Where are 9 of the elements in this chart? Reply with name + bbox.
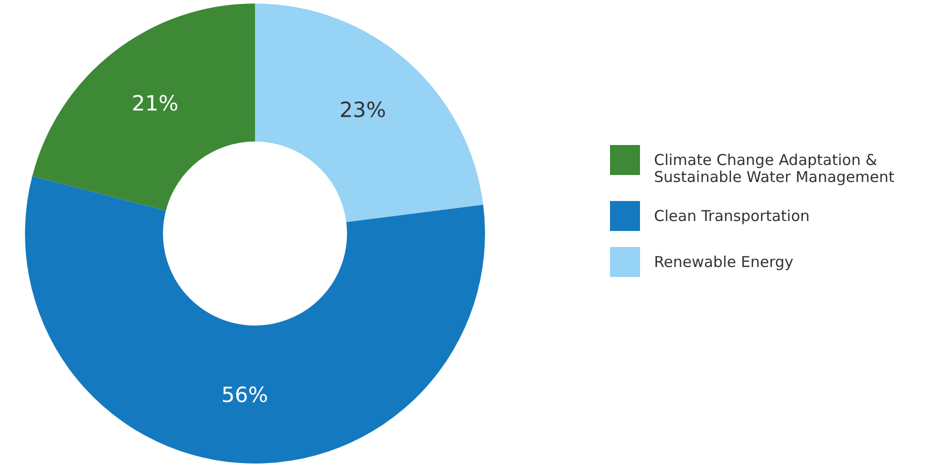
legend-label: Clean Transportation: [654, 207, 810, 225]
donut-slice: [25, 176, 485, 464]
data-label: 21%: [132, 92, 178, 116]
donut-slice: [32, 4, 255, 211]
data-label: 56%: [221, 383, 268, 408]
legend-label: Climate Change Adaptation & Sustainable Water Management: [654, 151, 895, 186]
legend-label: Renewable Energy: [654, 253, 794, 271]
donut-slice: [255, 4, 484, 222]
data-label: 23%: [339, 98, 386, 122]
